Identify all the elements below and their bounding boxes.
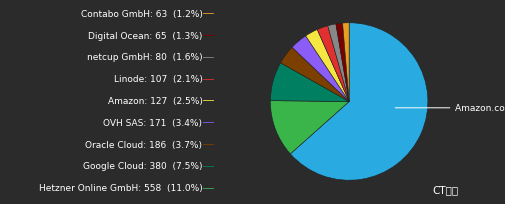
Text: Amazon.com: 3011 (59.3%): Amazon.com: 3011 (59.3%) bbox=[394, 104, 505, 113]
Text: Amazon: 127  (2.5%): Amazon: 127 (2.5%) bbox=[107, 96, 202, 105]
Text: Linode: 107  (2.1%): Linode: 107 (2.1%) bbox=[113, 75, 202, 84]
Wedge shape bbox=[291, 37, 348, 102]
Text: OVH SAS: 171  (3.4%): OVH SAS: 171 (3.4%) bbox=[103, 118, 202, 127]
Wedge shape bbox=[317, 27, 348, 102]
Wedge shape bbox=[270, 101, 348, 154]
Text: Google Cloud: 380  (7.5%): Google Cloud: 380 (7.5%) bbox=[83, 162, 202, 171]
Wedge shape bbox=[335, 24, 348, 102]
Text: netcup GmbH: 80  (1.6%): netcup GmbH: 80 (1.6%) bbox=[86, 53, 202, 62]
Text: Hetzner Online GmbH: 558  (11.0%): Hetzner Online GmbH: 558 (11.0%) bbox=[38, 183, 202, 192]
Text: CT中文: CT中文 bbox=[431, 185, 458, 195]
Wedge shape bbox=[290, 24, 427, 180]
Wedge shape bbox=[270, 63, 348, 102]
Text: Contabo GmbH: 63  (1.2%): Contabo GmbH: 63 (1.2%) bbox=[80, 10, 202, 19]
Wedge shape bbox=[280, 48, 348, 102]
Wedge shape bbox=[305, 30, 348, 102]
Text: Oracle Cloud: 186  (3.7%): Oracle Cloud: 186 (3.7%) bbox=[85, 140, 202, 149]
Wedge shape bbox=[327, 25, 348, 102]
Text: Digital Ocean: 65  (1.3%): Digital Ocean: 65 (1.3%) bbox=[88, 31, 202, 40]
Wedge shape bbox=[342, 24, 348, 102]
